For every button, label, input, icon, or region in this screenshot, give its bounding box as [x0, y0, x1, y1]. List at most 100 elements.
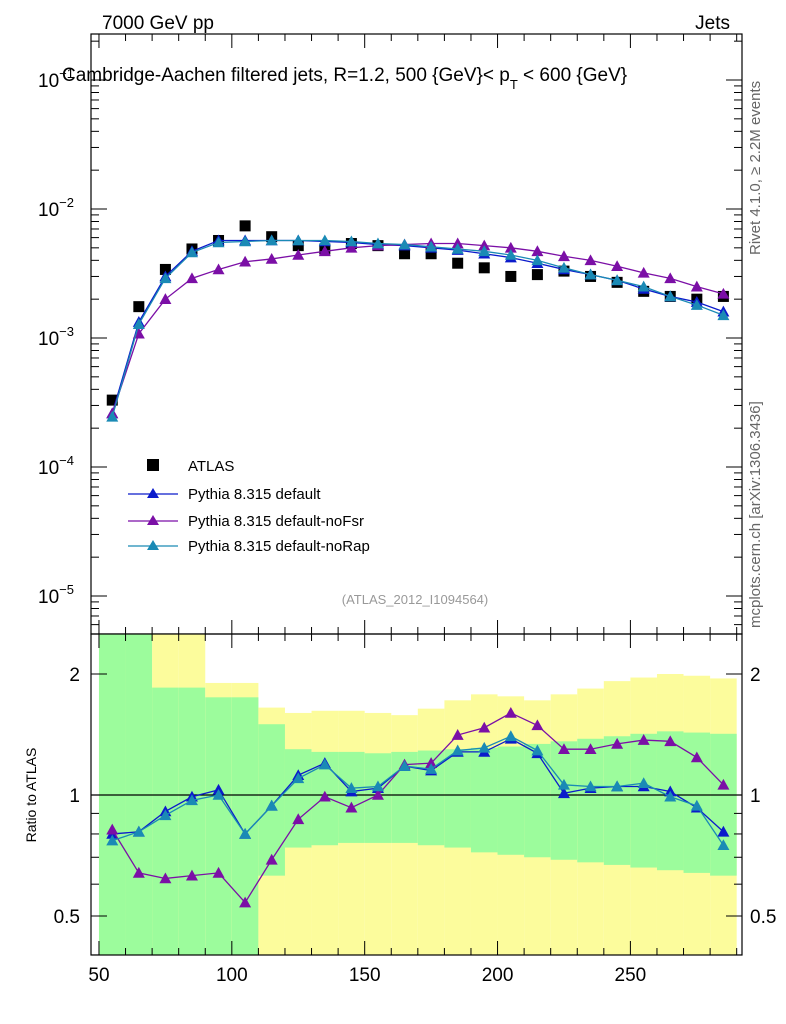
- series-point-noFsr: [318, 245, 331, 257]
- y-tick-label-base: 10: [38, 458, 59, 479]
- data-point-atlas: [399, 248, 411, 260]
- legend-marker-norap: [147, 540, 159, 550]
- y-tick-label: 10−4: [38, 453, 74, 479]
- data-point-atlas: [425, 248, 437, 260]
- series-point-noFsr: [265, 252, 278, 264]
- ratio-point-noRap: [690, 799, 703, 811]
- series-line-noFsr: [111, 242, 724, 414]
- series-point-noFsr: [584, 254, 597, 266]
- ratio-band-inner: [603, 736, 631, 865]
- ratio-point-noRap: [531, 744, 544, 756]
- ratio-point-noFsr: [185, 869, 198, 881]
- ratio-band-inner: [497, 746, 525, 855]
- series-point-noFsr: [531, 245, 544, 257]
- series-point-noRap: [318, 234, 331, 246]
- data-point-atlas: [505, 270, 517, 282]
- ratio-y-tick-label-right: 0.5: [750, 907, 776, 928]
- ratio-point-noFsr: [664, 735, 677, 747]
- y-tick-label-base: 10: [38, 200, 59, 221]
- ratio-band-inner: [205, 697, 232, 955]
- ratio-band-inner: [470, 747, 498, 853]
- y-tick-label-exponent: −2: [59, 195, 74, 210]
- series-point-noFsr: [664, 272, 677, 284]
- ratio-band-inner: [338, 751, 365, 843]
- ratio-band-inner: [550, 741, 578, 860]
- series-point-noRap: [637, 280, 650, 292]
- ratio-y-tick-label-right: 2: [750, 665, 761, 686]
- ratio-point-noRap: [717, 839, 730, 851]
- legend: ATLAS Pythia 8.315 default Pythia 8.315 …: [128, 458, 370, 555]
- series-point-noFsr: [637, 266, 650, 278]
- plot-title-main: Cambridge-Aachen filtered jets, R=1.2, 5…: [62, 65, 510, 86]
- series-line-default: [111, 239, 724, 414]
- ratio-point-noFsr: [557, 743, 570, 755]
- y-tick-label-top: 10−1: [38, 66, 74, 92]
- series-point-noFsr: [557, 250, 570, 262]
- ratio-point-noFsr: [690, 751, 703, 763]
- ratio-point-noFsr: [637, 734, 650, 745]
- plot-title-end: < 600 {GeV}: [518, 65, 627, 86]
- series-point-noRap: [132, 318, 145, 329]
- data-point-atlas: [531, 269, 543, 281]
- ratio-band-inner: [710, 733, 737, 876]
- data-point-atlas: [239, 220, 251, 232]
- series-point-noFsr: [159, 293, 172, 304]
- series-line-noRap: [111, 239, 724, 417]
- series-point-noRap: [212, 236, 225, 248]
- ratio-point-noFsr: [132, 866, 145, 878]
- x-tick-label: 250: [615, 965, 647, 986]
- ratio-y-tick-label-left: 0.5: [54, 907, 80, 928]
- ratio-band-inner: [524, 743, 551, 858]
- ratio-panel: 50 100 150 200 250 2 2 1 1 0.5 0.5: [54, 633, 776, 986]
- ratio-point-noRap: [185, 794, 198, 806]
- ratio-point-noFsr: [717, 778, 730, 790]
- series-point-noFsr: [717, 287, 730, 299]
- ratio-point-noFsr: [345, 801, 358, 813]
- series-point-noRap: [504, 248, 517, 260]
- ratio-point-noRap: [132, 825, 145, 837]
- series-point-noRap: [584, 268, 597, 280]
- ratio-point-noRap: [478, 741, 491, 753]
- series-point-noRap: [398, 238, 411, 250]
- series-point-noRap: [531, 254, 544, 266]
- series-point-noFsr: [345, 241, 358, 253]
- series-point-noFsr: [239, 255, 252, 267]
- ratio-line-noFsr: [111, 712, 724, 904]
- ratio-point-noRap: [557, 778, 570, 790]
- series-point-noFsr: [478, 239, 491, 251]
- ratio-point-noRap: [106, 834, 119, 846]
- ratio-point-default: [557, 787, 570, 799]
- ratio-point-noFsr: [584, 743, 597, 755]
- ratio-band-inner: [178, 687, 206, 955]
- series-point-noRap: [611, 274, 624, 286]
- ratio-point-noFsr: [504, 706, 517, 718]
- ratio-point-noRap: [504, 730, 517, 742]
- ratio-point-noFsr: [292, 813, 305, 825]
- series-point-noFsr: [292, 248, 305, 260]
- series-point-noFsr: [212, 263, 225, 275]
- plot-title: Cambridge-Aachen filtered jets, R=1.2, 5…: [62, 65, 627, 92]
- ratio-y-tick-label-left: 2: [69, 665, 80, 686]
- series-point-noRap: [690, 299, 703, 310]
- series-point-noRap: [664, 290, 677, 302]
- series-point-noRap: [451, 242, 464, 254]
- series-point-noFsr: [451, 237, 464, 249]
- ratio-point-noFsr: [451, 729, 464, 740]
- y-tick-label-exponent: −4: [59, 453, 74, 468]
- ratio-point-noFsr: [265, 853, 278, 865]
- ratio-point-noFsr: [371, 789, 384, 800]
- series-point-noRap: [106, 410, 119, 422]
- legend-label-atlas: ATLAS: [188, 458, 234, 475]
- ratio-point-noRap: [292, 772, 305, 784]
- ratio-point-noFsr: [425, 757, 438, 768]
- ratio-point-noRap: [318, 758, 331, 770]
- data-point-atlas: [452, 257, 464, 269]
- series-point-noRap: [159, 272, 172, 284]
- y-tick-label-base: 10: [38, 587, 59, 608]
- legend-marker-nofsr: [147, 515, 159, 525]
- series-point-noRap: [371, 237, 384, 249]
- ratio-band-inner: [284, 749, 312, 848]
- ratio-point-noFsr: [531, 719, 544, 731]
- y-tick-label-top-exponent: −1: [59, 66, 74, 81]
- plot-title-sub: T: [510, 77, 518, 92]
